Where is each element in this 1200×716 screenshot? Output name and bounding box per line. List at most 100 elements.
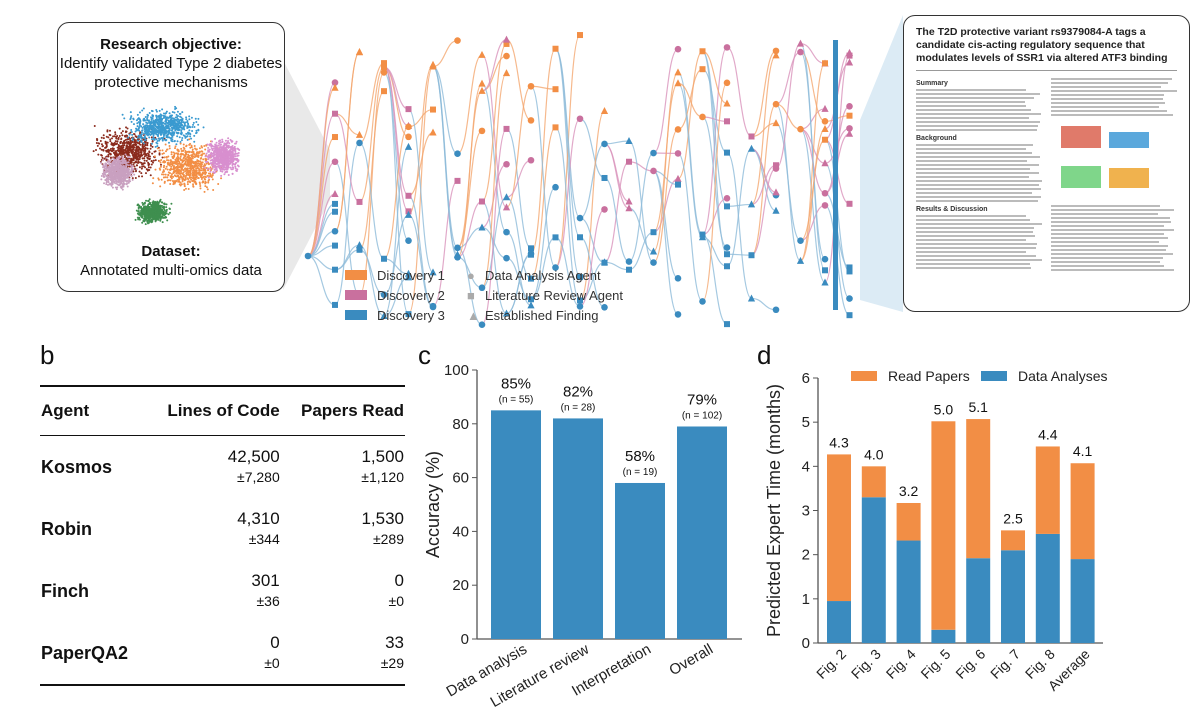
agent-node-circle-icon [304,252,312,260]
agent-node-triangle-icon [674,174,682,182]
network-edge [726,148,753,267]
bar-n-label: (n = 55) [499,394,534,405]
umap-point [131,152,134,155]
y-tick-label: 6 [802,370,810,387]
umap-point [137,139,140,142]
umap-point [137,121,140,124]
umap-point [137,160,140,163]
umap-point [158,152,161,155]
agent-node-square-icon [601,174,608,181]
bar-value-label: 58% [625,448,655,465]
bar-total-label: 4.0 [864,446,884,462]
network-edge [358,142,385,260]
agent-node-square-icon [846,112,853,119]
agent-node-triangle-icon [698,233,707,241]
umap-point [174,105,177,108]
agent-node-square-icon [356,246,363,253]
agent-node-square-icon [577,274,583,281]
umap-point [123,117,126,120]
umap-point [146,142,149,145]
y-tick-label: 0 [802,635,810,652]
agent-node-circle-icon [405,123,412,131]
agent-node-circle-icon [821,189,829,197]
umap-point [102,149,105,152]
agent-node-square-icon [822,60,828,67]
agent-node-triangle-icon [625,204,633,212]
umap-point [148,157,151,160]
umap-point [159,113,162,116]
agent-node-triangle-icon [600,106,609,114]
umap-point [114,150,117,153]
stacked-bar-segment [966,558,991,643]
umap-point [144,166,147,169]
umap-point [138,158,141,161]
umap-point [129,137,132,140]
agent-node-square-icon [822,267,828,274]
agent-node-circle-icon [454,37,461,44]
network-edge [408,131,434,197]
agent-node-circle-icon [723,195,731,202]
agent-node-circle-icon [331,79,339,86]
agent-node-circle-icon [552,183,559,191]
umap-point [109,152,112,155]
agent-node-circle-icon [674,274,682,282]
umap-point [158,153,161,156]
stacked-bar-segment [896,540,921,643]
umap-point [117,138,120,141]
agent-node-square-icon [405,192,412,199]
bar-total-label: 5.1 [968,399,988,415]
network-edge [800,51,826,122]
umap-point [189,133,192,136]
umap-point [107,151,110,154]
bar-total-label: 2.5 [1003,510,1023,526]
umap-point [197,128,200,131]
agent-node-circle-icon [331,158,339,166]
network-edge [628,140,655,264]
agent-node-circle-icon [846,102,853,110]
umap-point [110,141,113,144]
agent-node-triangle-icon [821,278,829,286]
agent-node-square-icon [846,264,853,271]
agent-node-circle-icon [576,214,584,222]
agent-node-square-icon [332,208,338,215]
network-edge [307,255,336,306]
umap-point [147,166,150,169]
umap-point [139,131,142,134]
agent-node-square-icon [503,125,510,132]
umap-point [125,145,128,148]
umap-point [143,155,146,158]
agent-node-circle-icon [674,150,682,157]
umap-point [146,144,149,147]
agent-node-circle-icon [601,303,608,311]
y-axis-label: Accuracy (%) [423,451,443,558]
x-tick-label: Fig. 6 [952,646,988,682]
umap-point [125,134,128,137]
agent-node-triangle-icon [772,206,780,214]
umap-point [108,129,111,132]
umap-point [109,147,112,150]
agent-node-circle-icon [527,82,535,90]
network-edge [383,146,410,317]
umap-point [144,143,147,146]
umap-point [158,139,161,142]
umap-point [106,129,109,132]
x-tick-label: Fig. 2 [813,646,849,682]
umap-point [136,122,139,125]
network-edge [579,110,606,302]
stacked-bar-segment [931,421,956,630]
umap-point [141,175,144,178]
agent-node-triangle-icon [404,273,413,281]
umap-point [141,165,144,168]
umap-point [121,151,124,154]
umap-point [132,157,135,160]
agent-node-triangle-icon [821,104,829,112]
umap-point [133,153,136,156]
umap-point [110,149,113,152]
umap-point [152,159,155,162]
agent-node-triangle-icon [821,159,829,167]
agent-node-triangle-icon [649,247,658,255]
umap-point [138,140,141,143]
umap-point [132,159,135,162]
